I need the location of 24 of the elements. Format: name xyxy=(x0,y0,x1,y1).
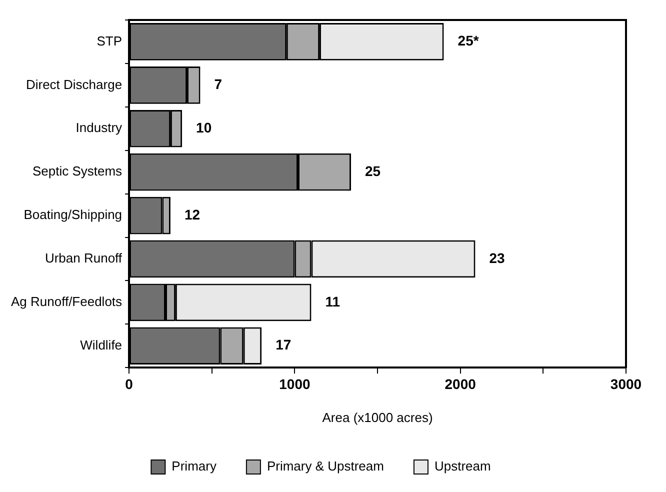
x-axis-title: Area (x1000 acres) xyxy=(322,410,433,425)
annotation: 23 xyxy=(489,250,506,266)
annotation: 25* xyxy=(458,32,480,49)
legend-label: Primary xyxy=(172,458,217,474)
x-tick-label: 2000 xyxy=(444,376,476,392)
x-tick-label: 3000 xyxy=(610,376,642,392)
legend-label: Upstream xyxy=(434,458,491,474)
annotation: 25 xyxy=(365,162,381,179)
y-tick-label: Wildlife xyxy=(80,337,122,352)
y-tick-label: Boating/Shipping xyxy=(24,207,122,222)
annotation: 11 xyxy=(325,293,340,310)
y-tick-label: Industry xyxy=(76,120,123,136)
y-tick-label: Septic Systems xyxy=(32,164,123,179)
annotation: 17 xyxy=(276,336,292,353)
legend-label: Primary & Upstream xyxy=(266,458,384,474)
annotation: 12 xyxy=(184,206,200,222)
annotation: 10 xyxy=(196,119,212,136)
x-tick-label: 0 xyxy=(125,376,134,392)
y-tick-label: STP xyxy=(96,33,122,48)
x-tick-label: 1000 xyxy=(279,376,310,392)
y-tick-label: Direct Discharge xyxy=(26,76,122,92)
y-tick-label: Urban Runoff xyxy=(44,250,122,266)
annotation: 7 xyxy=(214,76,222,92)
y-tick-label: Ag Runoff/Feedlots xyxy=(10,294,123,310)
